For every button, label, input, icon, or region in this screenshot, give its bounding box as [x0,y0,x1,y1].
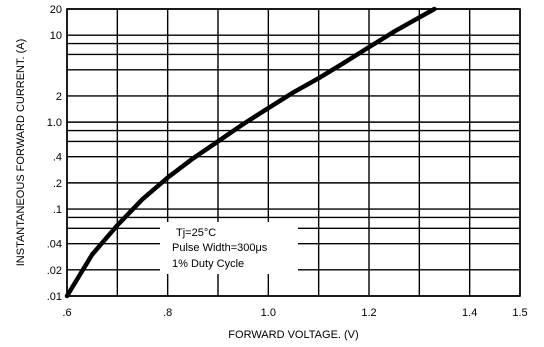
y-tick-labels: .01 .02 .04 .1 .2 .4 1.0 2 10 20 [47,4,62,303]
y-tick-label: 1.0 [47,117,62,129]
y-tick-label: .04 [47,239,62,251]
x-tick-labels: .6 .8 1.0 1.2 1.4 1.5 [62,307,527,319]
plot-frame [66,8,521,297]
y-tick-label: .01 [47,291,62,303]
y-tick-label: 10 [50,30,62,42]
x-tick-label: .8 [163,307,172,319]
conditions-note: Tj=25°C Pulse Width=300μs 1% Duty Cycle [160,222,298,274]
note-junction-temperature: Tj=25°C [176,227,216,239]
y-tick-label: 20 [50,4,62,16]
note-pulse-width: Pulse Width=300μs [172,242,268,254]
y-tick-label: .4 [53,152,62,164]
x-tick-label: 1.2 [361,307,376,319]
forward-current-curve [64,6,437,299]
x-tick-label: .6 [62,307,71,319]
x-tick-label: 1.5 [512,307,527,319]
curve-layer [64,6,437,299]
y-tick-label: 2 [56,91,62,103]
x-axis-label: FORWARD VOLTAGE. (V) [228,329,358,341]
x-tick-label: 1.4 [462,307,477,319]
note-duty-cycle: 1% Duty Cycle [172,258,244,270]
x-tick-label: 1.0 [261,307,276,319]
y-axis-label: INSTANTANEOUS FORWARD CURRENT. (A) [15,39,27,267]
y-tick-label: .1 [53,204,62,216]
y-tick-label: .02 [47,265,62,277]
conditions-note-background [160,222,298,274]
y-tick-label: .2 [53,178,62,190]
